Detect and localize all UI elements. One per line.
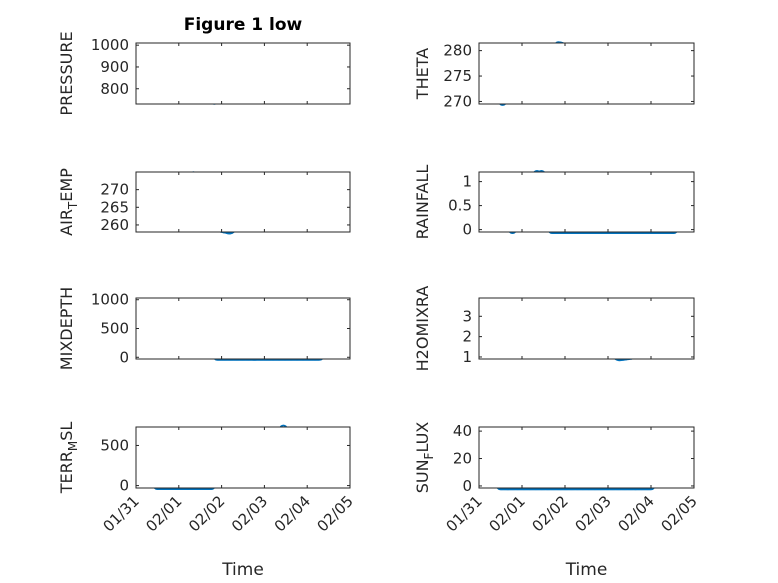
theta-y-tick-label: 270 (443, 92, 472, 110)
air_temp-axes-box (135, 171, 351, 233)
sun_flux-x-tick-label: 01/31 (443, 492, 486, 535)
mixdepth-y-tick-label: 0 (119, 348, 129, 366)
theta-panel: 270 275 280 THETA (413, 41, 695, 110)
sun_flux-x-tick-label: 02/03 (572, 492, 615, 535)
sun_flux-y-tick-label: 40 (453, 422, 472, 440)
terr_msl-x-tick-label: 01/31 (100, 492, 143, 535)
terr_msl-y-label: TERRMSL (57, 422, 80, 495)
sun_flux-x-label: Time (565, 560, 608, 580)
terr_msl-panel: 0 500 TERRMSL 01/31 02/01 02/02 02/03 02/04 02/0… (57, 422, 357, 580)
sun_flux-axes-box (478, 426, 695, 489)
h2omixra-axes-box (478, 297, 695, 360)
mixdepth-y-label: MIXDEPTH (57, 287, 76, 370)
rainfall-y-label: RAINFALL (413, 165, 432, 240)
rainfall-panel: 0 0.5 1 RAINFALL (413, 165, 695, 240)
rainfall-y-tick-label: 0 (462, 221, 472, 239)
terr_msl-y-tick-label: 0 (119, 477, 129, 495)
pressure-y-tick-label: 900 (100, 58, 129, 76)
terr_msl-x-tick-label: 02/03 (228, 492, 271, 535)
terr_msl-y-label-main: TERR (57, 451, 76, 494)
rainfall-axes-box (478, 171, 695, 233)
air_temp-y-tick-label: 265 (100, 198, 129, 216)
terr_msl-y-label-subscript: M (66, 441, 80, 451)
terr_msl-x-tick-label: 02/02 (185, 492, 228, 535)
rainfall-y-tick-label: 1 (462, 173, 472, 191)
sun_flux-x-tick-label: 02/02 (529, 492, 572, 535)
air_temp-y-label-tail: EMP (57, 168, 76, 202)
sun_flux-y-tick-label: 20 (453, 450, 472, 468)
h2omixra-y-tick-label: 2 (462, 328, 472, 346)
sun_flux-x-tick-label: 02/05 (658, 492, 701, 535)
pressure-axes-box (135, 42, 351, 105)
rainfall-y-tick-label: 0.5 (448, 197, 472, 215)
theta-axes-box (478, 42, 695, 105)
h2omixra-y-tick-label: 3 (462, 307, 472, 325)
theta-y-tick-label: 280 (443, 42, 472, 60)
pressure-y-label: PRESSURE (57, 31, 76, 115)
terr_msl-x-tick-label: 02/04 (271, 492, 314, 535)
air_temp-y-tick-label: 270 (100, 181, 129, 199)
sun_flux-y-tick-label: 0 (462, 477, 472, 495)
mixdepth-panel: 0 500 1000 MIXDEPTH (57, 287, 351, 370)
terr_msl-x-tick-label: 02/05 (314, 492, 357, 535)
sun_flux-x-tick-label: 02/04 (615, 492, 658, 535)
sun_flux-y-label-main: SUN (413, 459, 432, 493)
terr_msl-x-tick-label: 02/01 (142, 492, 185, 535)
sun_flux-panel: 0 20 40 SUNFLUX 01/31 02/01 02/02 02/03 02/04 02/… (413, 422, 701, 580)
terr_msl-y-label-tail: SL (57, 422, 76, 441)
figure-title: Figure 1 low (184, 15, 303, 35)
pressure-panel: 800 900 1000 PRESSURE (57, 31, 351, 116)
h2omixra-y-label: H2OMIXRA (413, 286, 432, 372)
air_temp-y-label-subscript: T (66, 201, 80, 210)
mixdepth-y-tick-label: 1000 (91, 291, 129, 309)
air_temp-y-label: AIRTEMP (57, 168, 80, 236)
h2omixra-panel: 1 2 3 H2OMIXRA (413, 286, 695, 372)
mixdepth-y-tick-label: 500 (100, 320, 129, 338)
theta-y-label: THETA (413, 48, 432, 100)
terr_msl-x-label: Time (221, 560, 264, 580)
pressure-y-tick-label: 800 (100, 80, 129, 98)
sun_flux-y-label-subscript: F (422, 452, 436, 459)
sun_flux-y-label-tail: LUX (413, 422, 432, 453)
sun_flux-y-label: SUNFLUX (413, 422, 436, 494)
air_temp-y-tick-label: 260 (100, 216, 129, 234)
mixdepth-axes-box (135, 297, 351, 360)
terr_msl-y-tick-label: 500 (100, 436, 129, 454)
air_temp-y-label-main: AIR (57, 209, 76, 236)
sun_flux-x-tick-label: 02/01 (486, 492, 529, 535)
h2omixra-y-tick-label: 1 (462, 348, 472, 366)
terr_msl-axes-box (135, 426, 351, 489)
theta-y-tick-label: 275 (443, 67, 472, 85)
pressure-y-tick-label: 1000 (91, 36, 129, 54)
